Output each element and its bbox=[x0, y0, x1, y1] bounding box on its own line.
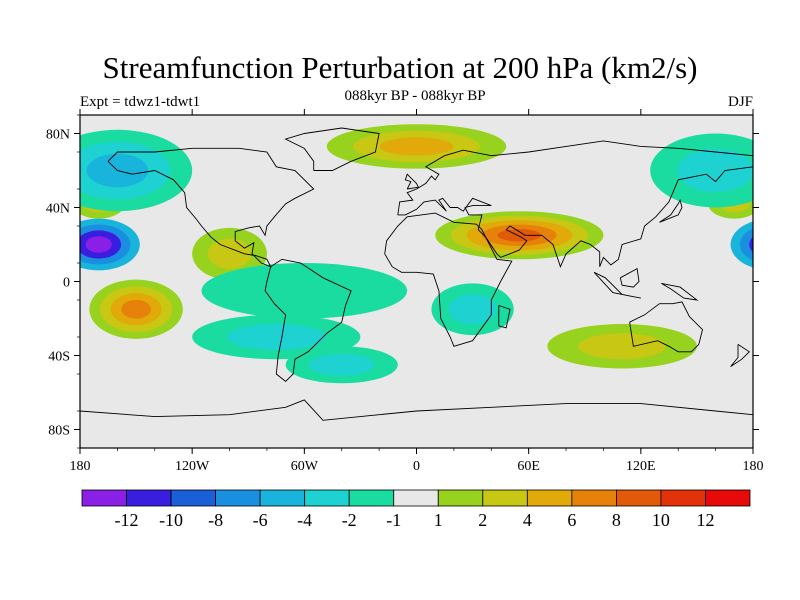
lon-tick-label: 60E bbox=[517, 459, 540, 474]
lat-tick-label: 0 bbox=[63, 276, 70, 291]
contour-region bbox=[309, 353, 375, 376]
contour-region bbox=[201, 263, 408, 319]
map-field bbox=[80, 115, 785, 448]
coastline bbox=[80, 399, 753, 421]
lon-tick-label: 120W bbox=[175, 459, 210, 474]
longitude-axis: 180 120W 60W 0 60E 120E 180 bbox=[70, 109, 764, 474]
coastline bbox=[661, 282, 699, 301]
coastline bbox=[397, 140, 753, 268]
contour-region bbox=[379, 137, 454, 156]
contour-region bbox=[207, 238, 252, 269]
lon-tick-label: 120E bbox=[626, 459, 656, 474]
contour-region bbox=[739, 228, 753, 261]
contour-region bbox=[85, 236, 112, 253]
contour-region bbox=[448, 294, 497, 325]
colorbar-swatch bbox=[616, 489, 662, 507]
lon-tick-label: 60W bbox=[291, 459, 319, 474]
contour-region bbox=[497, 229, 542, 242]
coastline bbox=[730, 344, 751, 367]
colorbar-swatch bbox=[526, 489, 573, 507]
colorbar-label: -1 bbox=[386, 510, 401, 530]
colorbar-swatch bbox=[571, 489, 617, 507]
colorbar: -12 -10 -8 -6 -4 -2 -1 1 2 4 6 8 10 12 bbox=[81, 489, 751, 530]
lat-tick-label: 80S bbox=[48, 424, 70, 439]
colorbar-swatch bbox=[304, 489, 350, 507]
lat-tick-label: 80N bbox=[46, 128, 70, 143]
contour-region bbox=[759, 236, 785, 252]
contour-region bbox=[121, 299, 151, 319]
colorbar-swatch bbox=[259, 489, 306, 507]
colorbar-swatch bbox=[660, 489, 706, 507]
season-label: DJF bbox=[727, 94, 753, 110]
lon-tick-label: 180 bbox=[743, 459, 764, 474]
colorbar-label: -8 bbox=[208, 510, 223, 530]
colorbar-swatch bbox=[81, 489, 127, 507]
colorbar-label: -12 bbox=[115, 510, 139, 530]
contour-region bbox=[227, 324, 326, 350]
colorbar-label: -10 bbox=[159, 510, 183, 530]
map-background bbox=[80, 115, 753, 448]
coastline bbox=[498, 305, 511, 329]
colorbar-label: 8 bbox=[612, 510, 621, 530]
colorbar-label: 6 bbox=[567, 510, 576, 530]
colorbar-label: 10 bbox=[652, 510, 670, 530]
coastline bbox=[404, 173, 420, 190]
coastline bbox=[384, 212, 513, 347]
contour-region bbox=[677, 148, 753, 193]
colorbar-label: 4 bbox=[523, 510, 532, 530]
contour-fill-regions bbox=[80, 124, 785, 384]
coastline bbox=[619, 267, 640, 288]
contour-region bbox=[749, 236, 753, 253]
coastline bbox=[284, 127, 380, 171]
colorbar-swatch bbox=[437, 489, 484, 507]
coastline bbox=[659, 198, 683, 223]
colorbar-swatch bbox=[215, 489, 261, 507]
coastline bbox=[107, 147, 315, 268]
colorbar-swatch bbox=[170, 489, 216, 507]
colorbar-swatch bbox=[348, 489, 395, 507]
plot-title: Streamfunction Perturbation at 200 hPa (… bbox=[102, 50, 698, 85]
colorbar-label: 2 bbox=[478, 510, 487, 530]
colorbar-swatch bbox=[705, 489, 751, 507]
colorbar-swatch bbox=[126, 489, 172, 507]
colorbar-label: -2 bbox=[342, 510, 357, 530]
lat-tick-label: 40N bbox=[46, 202, 70, 217]
lat-tick-label: 40S bbox=[48, 350, 70, 365]
coastlines bbox=[80, 127, 753, 421]
experiment-label: Expt = tdwz1-tdwt1 bbox=[80, 94, 201, 110]
lon-tick-label: 0 bbox=[413, 459, 420, 474]
colorbar-label: -4 bbox=[297, 510, 312, 530]
lon-tick-label: 180 bbox=[70, 459, 91, 474]
colorbar-swatch bbox=[482, 489, 528, 507]
coastline bbox=[593, 271, 641, 299]
coastline bbox=[629, 301, 703, 353]
contour-region bbox=[578, 333, 666, 360]
latitude-axis: 80N 40N 0 40S 80S bbox=[46, 114, 759, 449]
colorbar-label: 12 bbox=[696, 510, 714, 530]
colorbar-swatch bbox=[393, 489, 439, 507]
colorbar-label: 1 bbox=[434, 510, 443, 530]
colorbar-label: -6 bbox=[253, 510, 268, 530]
coastline bbox=[264, 258, 352, 383]
plot-subtitle: 088kyr BP - 088kyr BP bbox=[344, 88, 486, 104]
